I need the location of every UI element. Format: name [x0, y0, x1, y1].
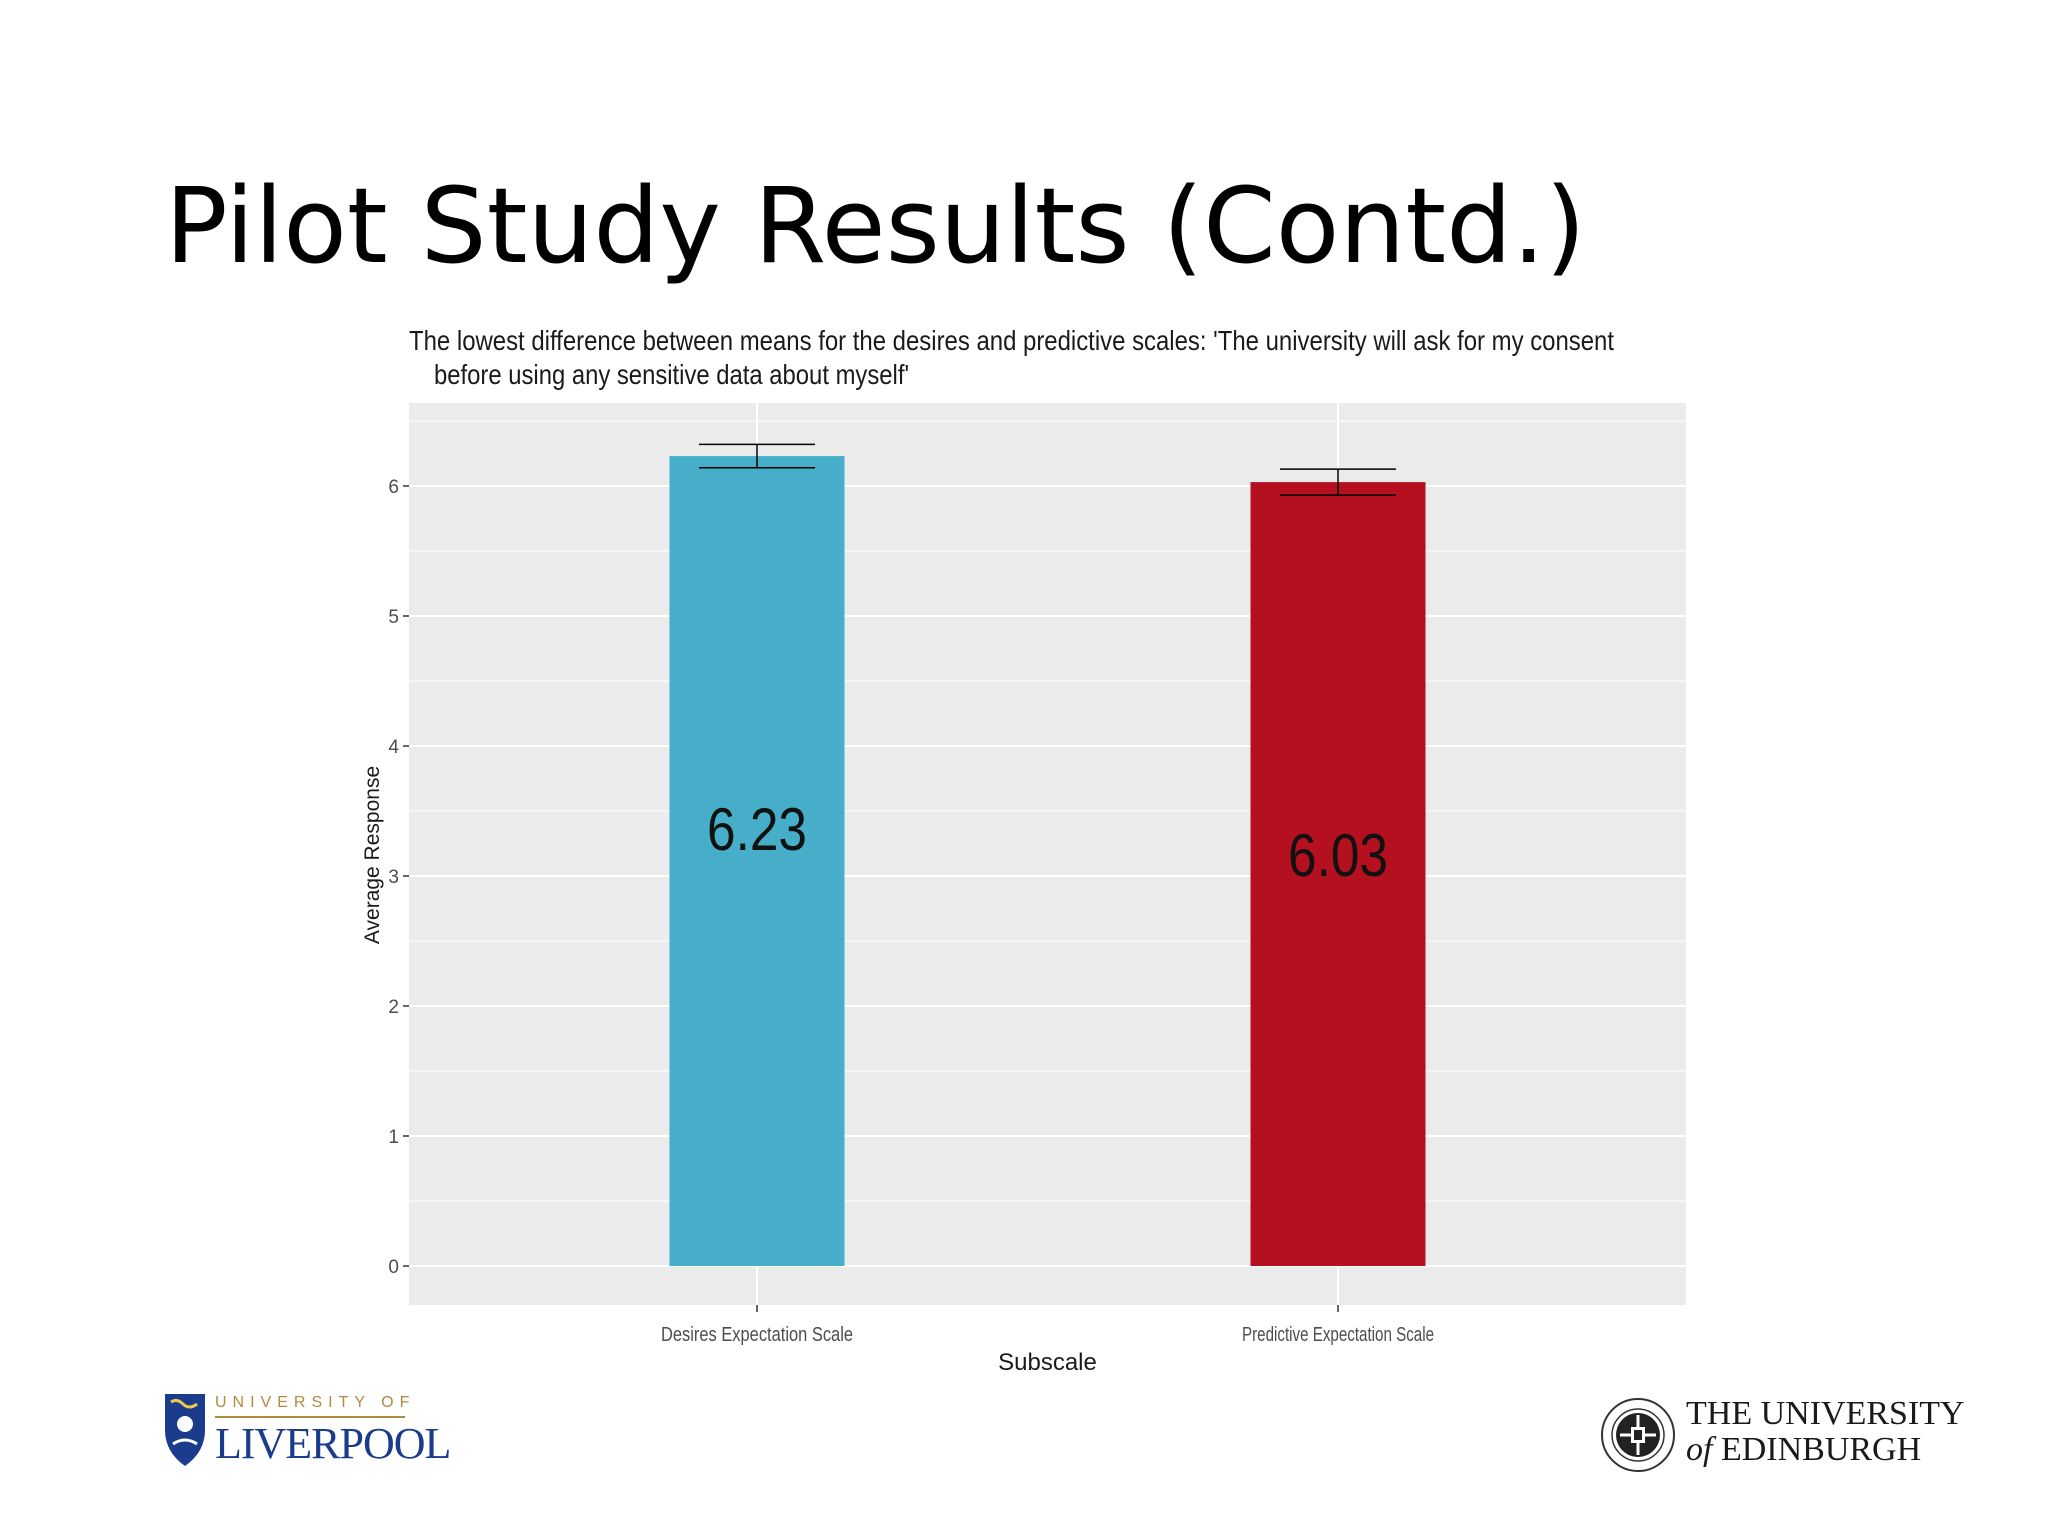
- x-axis-title: Subscale: [998, 1349, 1097, 1376]
- y-tick-label: 0: [388, 1257, 399, 1278]
- y-tick-label: 3: [388, 867, 399, 888]
- slide-title: Pilot Study Results (Contd.): [165, 165, 1586, 287]
- y-tick-label: 5: [388, 607, 399, 628]
- y-axis-title: Average Response: [361, 766, 384, 944]
- liverpool-logo-main-text: LIVERPOOL: [215, 1419, 451, 1468]
- bar-value-label: 6.23: [707, 796, 807, 863]
- y-tick-label: 6: [388, 477, 399, 498]
- liverpool-logo-top-text: UNIVERSITY OF: [215, 1394, 416, 1411]
- x-tick-label: Predictive Expectation Scale: [1242, 1324, 1434, 1346]
- y-tick-label: 1: [388, 1127, 399, 1148]
- chart-title-line: The lowest difference between means for …: [409, 325, 1614, 356]
- y-tick-label: 4: [388, 737, 399, 758]
- plot-panel: [409, 403, 1686, 1305]
- university-of-edinburgh-logo: THE UNIVERSITY of EDINBURGH: [1598, 1385, 1965, 1485]
- bar: [1250, 482, 1426, 1267]
- x-tick-label: Desires Expectation Scale: [661, 1324, 853, 1346]
- chart-title-line: before using any sensitive data about my…: [434, 359, 909, 390]
- y-tick-label: 2: [388, 997, 399, 1018]
- edinburgh-logo-line2: of EDINBURGH: [1686, 1431, 1921, 1469]
- edinburgh-logo-of: of: [1686, 1431, 1713, 1468]
- liverpool-logo-rule: [215, 1416, 405, 1418]
- university-of-liverpool-logo: UNIVERSITY OF LIVERPOOL: [163, 1390, 451, 1470]
- edinburgh-logo-line1: THE UNIVERSITY: [1686, 1395, 1965, 1432]
- edinburgh-seal-icon: [1601, 1398, 1675, 1472]
- liverpool-crest-icon: [165, 1394, 205, 1466]
- bar: [669, 456, 845, 1267]
- bar-value-label: 6.03: [1288, 822, 1388, 889]
- edinburgh-logo-name: EDINBURGH: [1712, 1431, 1922, 1468]
